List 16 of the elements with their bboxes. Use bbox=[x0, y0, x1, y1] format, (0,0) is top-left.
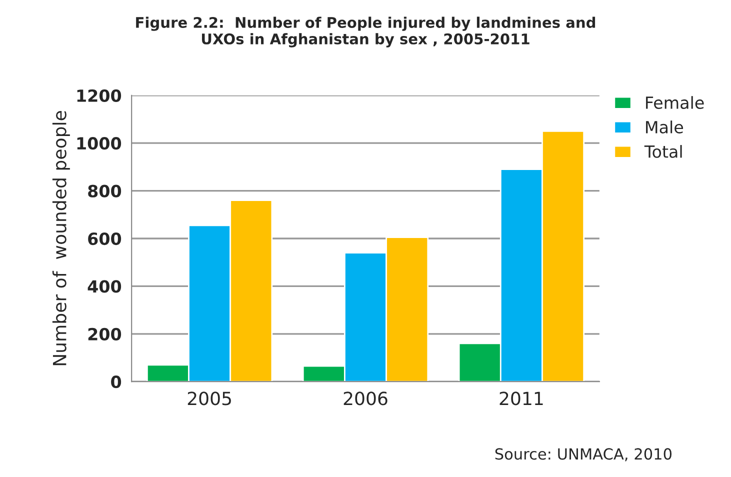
legend-label: Female bbox=[646, 96, 704, 109]
y-tick-label: 400 bbox=[88, 280, 122, 293]
x-tick-label: 2005 bbox=[188, 392, 231, 406]
y-tick-label: 1200 bbox=[77, 89, 122, 102]
y-tick-label: 0 bbox=[111, 376, 122, 388]
y-tick-label: 1000 bbox=[77, 137, 122, 150]
y-tick-label: 800 bbox=[88, 184, 122, 198]
x-tick-label: 2006 bbox=[344, 392, 388, 406]
x-tick-label: 2011 bbox=[500, 392, 543, 406]
y-axis-title: Number of wounded people bbox=[52, 111, 70, 366]
legend-label: Total bbox=[644, 145, 682, 158]
y-tick-label: 600 bbox=[88, 232, 122, 246]
source-note: Source: UNMACA, 2010 bbox=[495, 448, 672, 462]
chart-title: Figure 2.2: Number of People injured by landmines and UXOs in Afghanistan by sex , 2005-2011 bbox=[136, 16, 596, 48]
y-tick-label: 200 bbox=[88, 328, 122, 340]
legend-label: Male bbox=[646, 120, 684, 134]
